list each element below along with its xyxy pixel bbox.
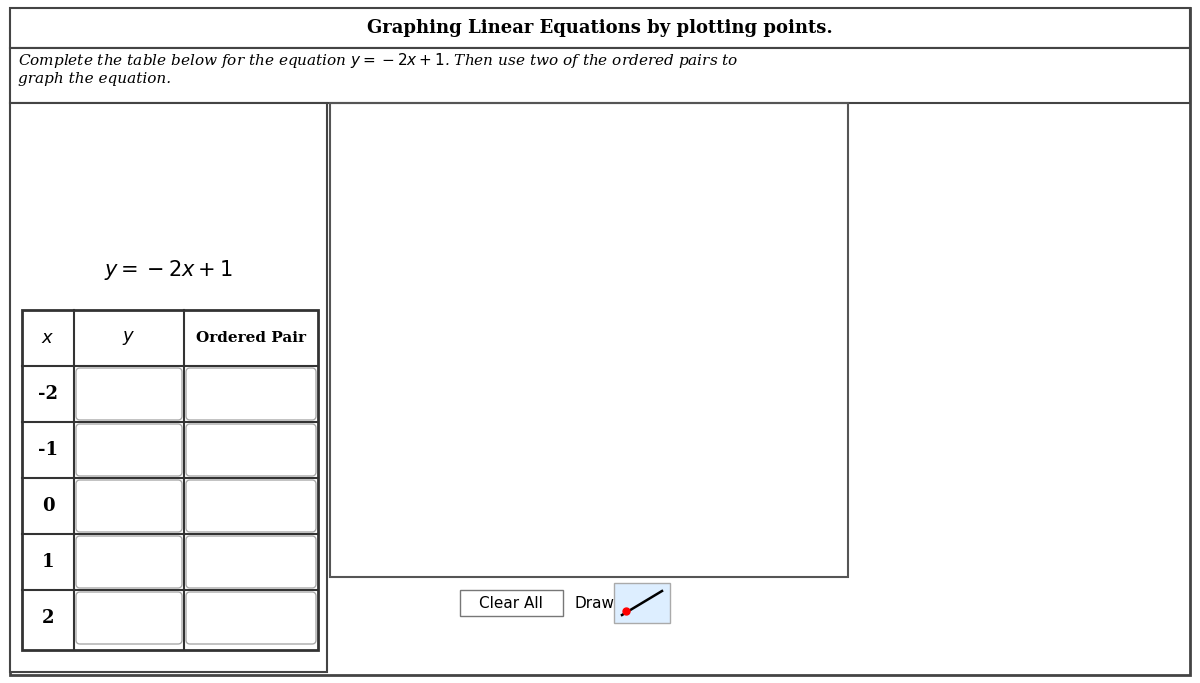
Text: $x$: $x$ xyxy=(41,329,55,347)
Text: 2: 2 xyxy=(42,609,54,627)
FancyBboxPatch shape xyxy=(76,368,182,420)
Text: -5: -5 xyxy=(596,451,611,466)
FancyBboxPatch shape xyxy=(186,480,316,532)
Text: Complete the table below for the equation $y = -2x + 1$. Then use two of the ord: Complete the table below for the equatio… xyxy=(18,51,738,70)
Text: x: x xyxy=(838,311,847,328)
Text: y: y xyxy=(602,79,611,96)
FancyBboxPatch shape xyxy=(76,592,182,644)
Text: 10: 10 xyxy=(330,316,348,331)
Bar xyxy=(330,103,848,577)
Bar xyxy=(614,583,670,623)
FancyBboxPatch shape xyxy=(186,368,316,420)
Text: 10: 10 xyxy=(839,316,857,331)
Text: 5: 5 xyxy=(714,316,722,331)
FancyBboxPatch shape xyxy=(76,424,182,476)
FancyBboxPatch shape xyxy=(186,592,316,644)
Text: Draw:: Draw: xyxy=(575,596,619,611)
Text: -10: -10 xyxy=(596,570,619,584)
FancyBboxPatch shape xyxy=(76,480,182,532)
Text: graph the equation.: graph the equation. xyxy=(18,72,172,86)
Bar xyxy=(10,48,1190,103)
Text: -1: -1 xyxy=(38,441,58,459)
Text: -2: -2 xyxy=(38,385,58,403)
Text: Ordered Pair: Ordered Pair xyxy=(196,331,306,345)
Text: Graphing Linear Equations by plotting points.: Graphing Linear Equations by plotting po… xyxy=(367,19,833,37)
Bar xyxy=(10,8,1190,48)
FancyBboxPatch shape xyxy=(186,536,316,588)
Text: -5: -5 xyxy=(452,316,467,331)
Text: 5: 5 xyxy=(596,214,606,229)
Bar xyxy=(22,310,318,650)
FancyBboxPatch shape xyxy=(186,424,316,476)
Bar xyxy=(10,103,326,672)
Text: $y =  - 2x + 1$: $y = - 2x + 1$ xyxy=(103,258,233,282)
Text: 10: 10 xyxy=(596,96,614,110)
Text: $y$: $y$ xyxy=(122,329,136,347)
Bar xyxy=(460,590,563,616)
Text: 0: 0 xyxy=(42,497,54,515)
Text: 1: 1 xyxy=(42,553,54,571)
FancyBboxPatch shape xyxy=(76,536,182,588)
Text: Clear All: Clear All xyxy=(479,596,542,611)
